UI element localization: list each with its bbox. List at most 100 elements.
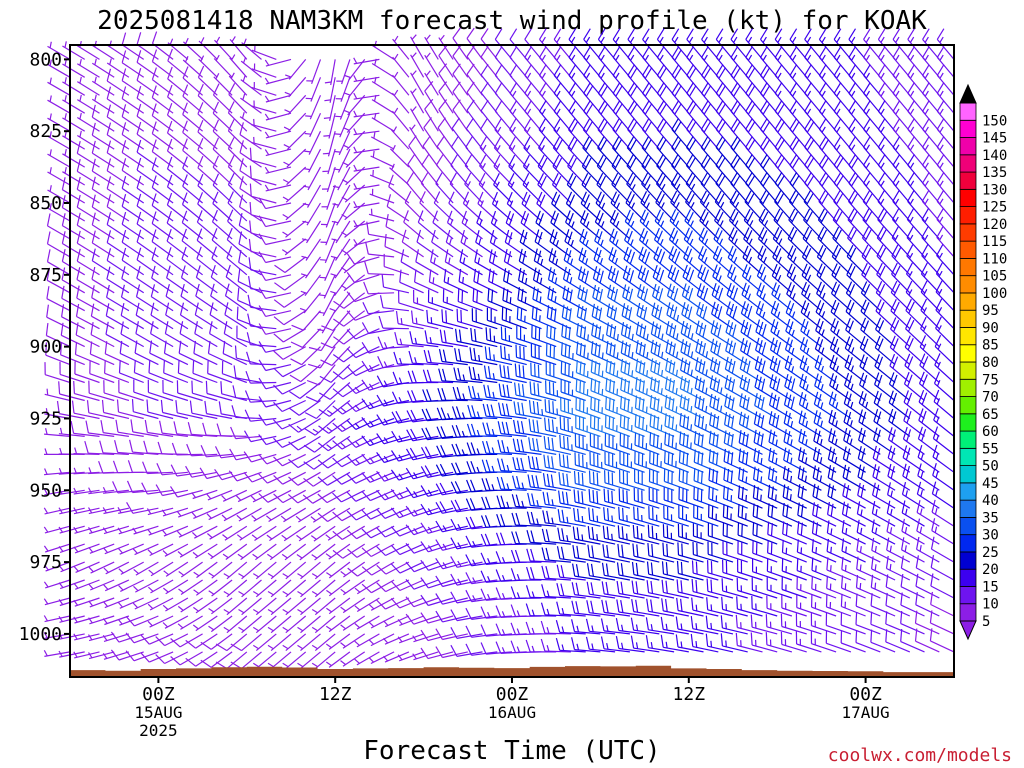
wind-barb: [512, 438, 542, 455]
wind-barb: [43, 543, 71, 553]
wind-barb: [500, 326, 527, 348]
wind-barb: [555, 637, 586, 653]
wind-barb: [558, 472, 586, 491]
wind-barb: [798, 447, 822, 473]
wind-barb: [645, 617, 675, 635]
wind-barb: [75, 322, 100, 348]
wind-barb: [146, 399, 174, 420]
wind-barb: [320, 346, 351, 366]
wind-barb: [181, 228, 203, 258]
wind-barb: [376, 525, 410, 538]
wind-barb: [311, 561, 336, 580]
wind-barb: [332, 166, 351, 191]
wind-barb: [843, 391, 866, 419]
wind-barb: [302, 489, 336, 504]
wind-barb: [575, 415, 601, 437]
wind-barb: [509, 46, 528, 78]
wind-barb: [497, 458, 527, 473]
wind-barb: [410, 34, 425, 60]
wind-barb: [76, 140, 100, 168]
wind-barb: [907, 190, 925, 222]
wind-barb: [90, 322, 115, 348]
wind-barb: [318, 418, 351, 434]
wind-barb: [136, 68, 159, 96]
wind-barb: [661, 579, 689, 599]
colorbar-swatch: [959, 465, 977, 484]
wind-barb: [590, 378, 616, 402]
wind-barb: [730, 64, 749, 96]
wind-barb: [88, 615, 115, 625]
wind-barb: [121, 32, 145, 60]
wind-barb: [438, 81, 454, 114]
wind-barb: [556, 601, 586, 617]
wind-barb: [47, 167, 71, 186]
wind-barb: [150, 302, 174, 330]
wind-barb: [354, 597, 380, 613]
wind-barb: [686, 46, 704, 78]
wind-barb: [671, 136, 690, 168]
wind-barb: [635, 321, 660, 348]
wind-barb: [555, 620, 586, 635]
wind-barb: [642, 46, 660, 78]
wind-barb: [264, 76, 292, 85]
colorbar-swatch: [959, 361, 977, 380]
wind-barb: [774, 154, 793, 186]
wind-barb: [723, 467, 748, 491]
wind-barb: [813, 391, 837, 420]
wind-barb: [833, 190, 852, 222]
wind-barb: [715, 136, 734, 168]
wind-barb: [582, 118, 601, 150]
wind-barb: [863, 82, 881, 114]
wind-barb: [480, 118, 498, 150]
wind-barb: [321, 166, 336, 193]
wind-barb: [571, 637, 601, 653]
wind-barb: [176, 507, 203, 518]
wind-barb: [789, 82, 808, 114]
wind-barb: [873, 390, 896, 419]
wind-barb: [707, 541, 734, 563]
wind-barb: [916, 500, 940, 527]
wind-barb: [715, 118, 734, 150]
wind-barb: [656, 100, 675, 132]
wind-barb: [47, 149, 71, 168]
wind-barb: [61, 213, 86, 240]
wind-barb: [413, 289, 439, 312]
wind-barb: [513, 401, 542, 420]
wind-barb: [848, 118, 867, 150]
colorbar-swatch: [959, 551, 977, 570]
wind-barb: [311, 615, 336, 634]
wind-barb: [347, 561, 380, 577]
wind-barb: [843, 409, 866, 437]
wind-barb: [480, 81, 498, 114]
colorbar-swatch: [959, 171, 977, 190]
wind-barb: [343, 112, 366, 133]
wind-barb: [730, 46, 749, 78]
wind-barb: [135, 321, 159, 348]
wind-barb: [877, 136, 896, 168]
wind-barb: [916, 481, 940, 509]
wind-barb: [540, 638, 571, 653]
wind-barb: [61, 304, 85, 330]
colorbar-label: 95: [982, 303, 999, 319]
wind-barb: [936, 189, 955, 222]
wind-barb: [317, 310, 336, 334]
wind-barb: [296, 525, 321, 542]
wind-barb: [365, 241, 395, 258]
wind-barb: [140, 651, 174, 663]
wind-barb: [671, 82, 690, 114]
wind-barb: [901, 500, 925, 527]
wind-barb: [885, 555, 911, 581]
wind-barb: [450, 135, 469, 168]
wind-barb: [282, 184, 307, 203]
wind-barb: [395, 311, 424, 330]
wind-barb: [817, 208, 837, 240]
wind-barb: [630, 617, 660, 635]
wind-barb: [685, 172, 704, 204]
wind-barb: [936, 208, 955, 240]
wind-barb: [164, 321, 189, 348]
wind-barb: [782, 521, 807, 545]
wind-barb: [450, 481, 483, 494]
wind-barb: [935, 316, 955, 348]
wind-barb: [106, 122, 130, 150]
wind-barb: [656, 64, 675, 96]
